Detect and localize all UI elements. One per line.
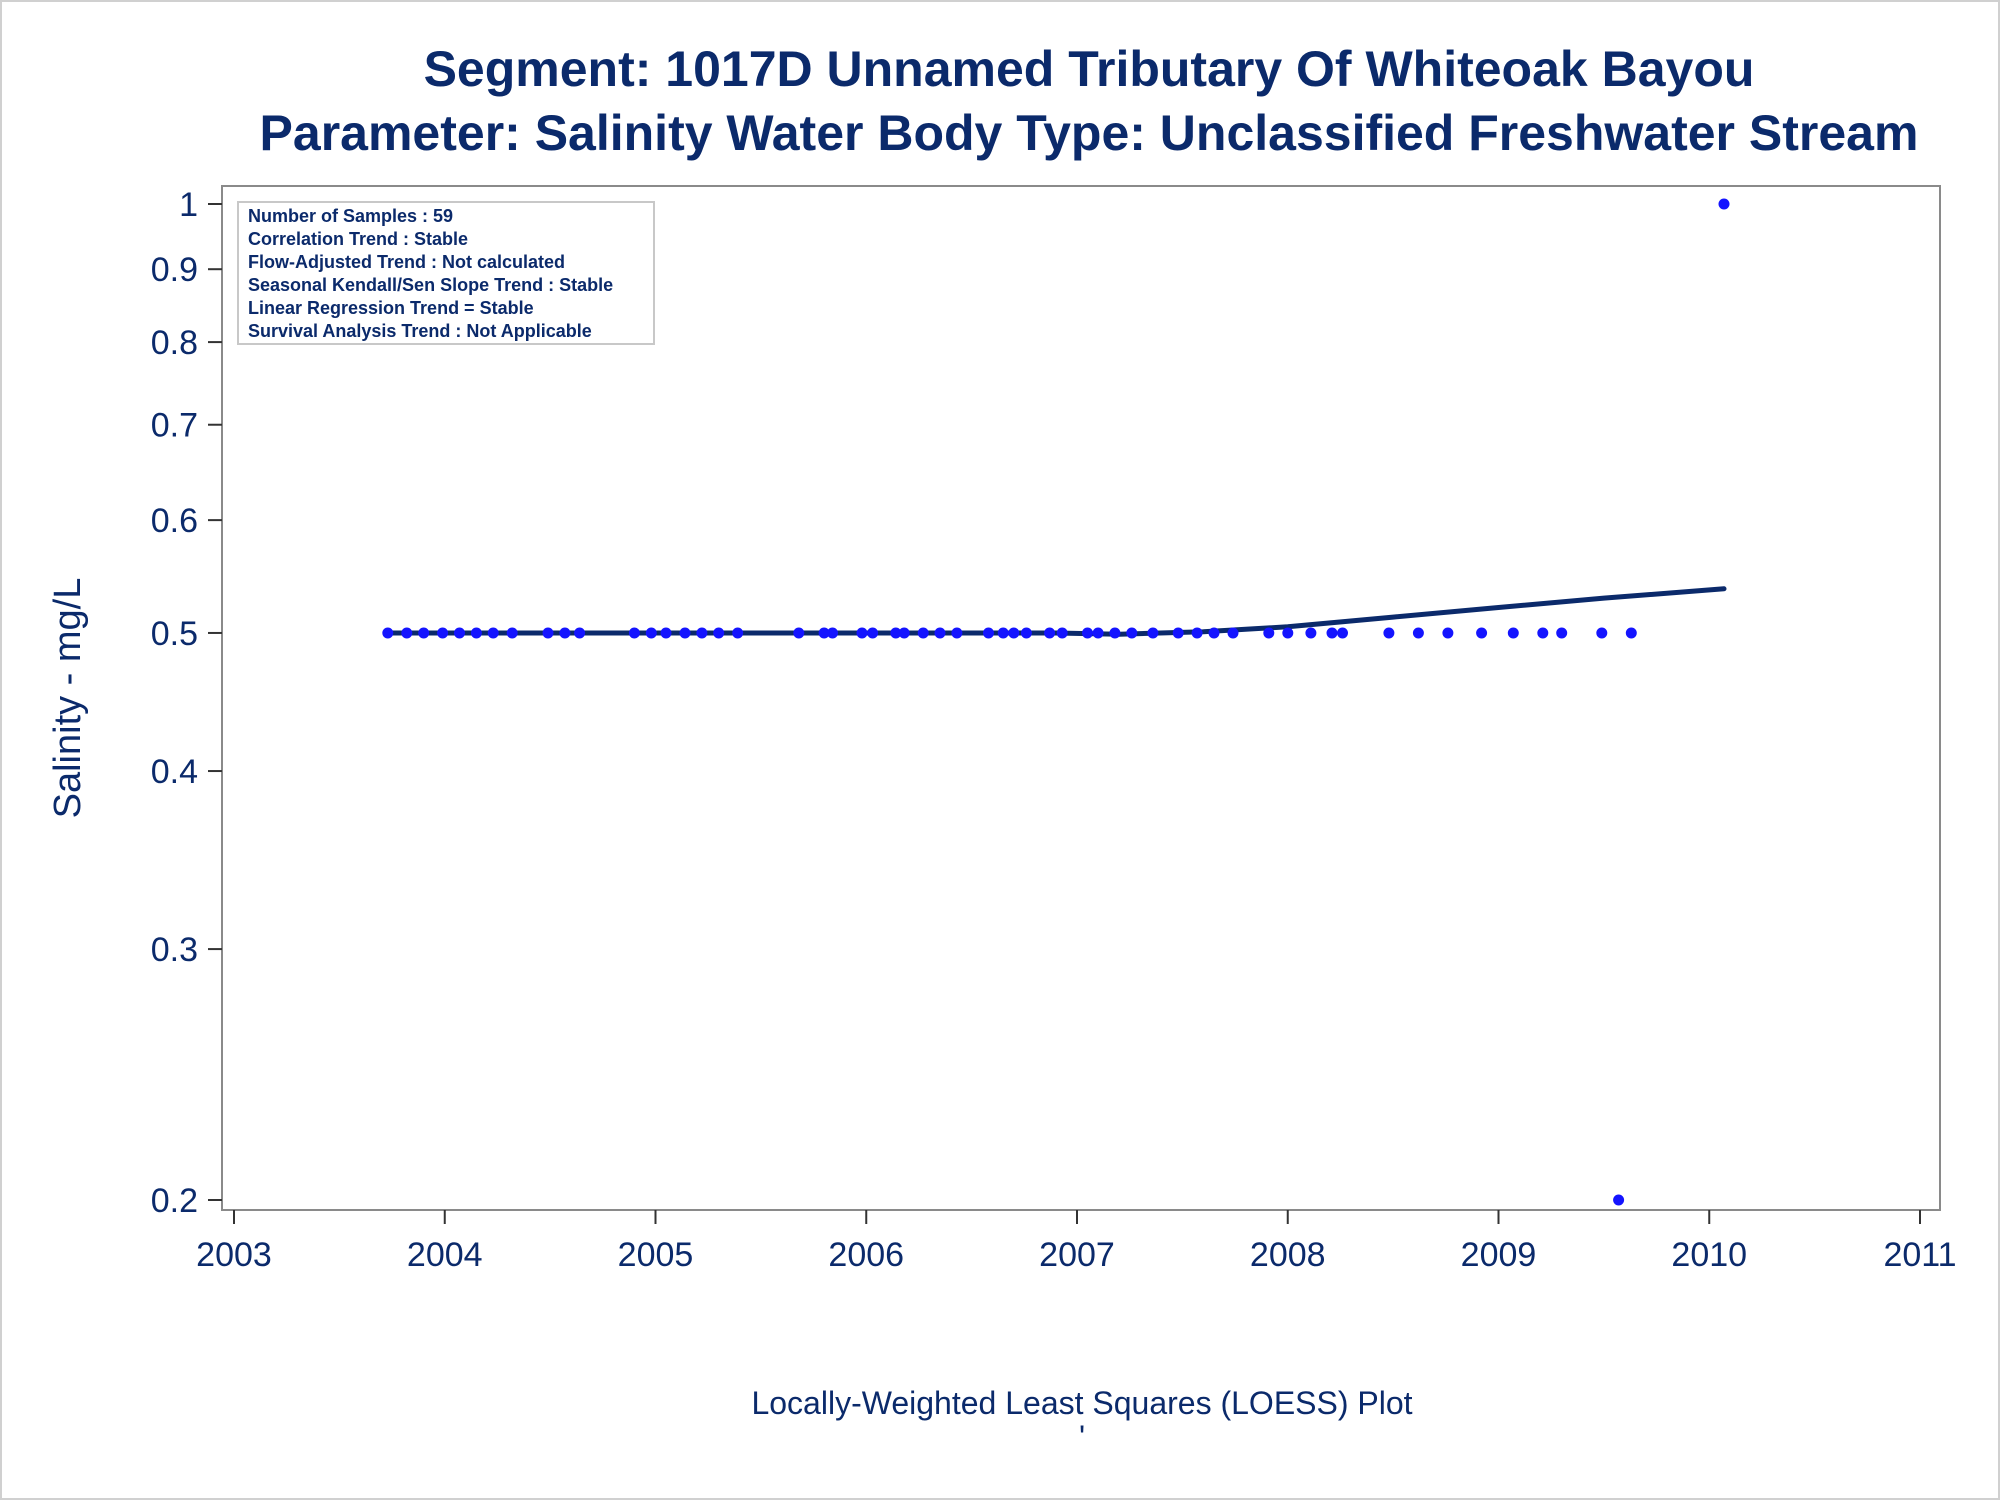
stats-line: Survival Analysis Trend : Not Applicable [248,321,592,341]
data-point [470,627,482,639]
stats-line: Number of Samples : 59 [248,206,453,226]
data-point [1056,627,1068,639]
x-tick-label: 2005 [618,1236,694,1274]
y-tick-label: 0.2 [151,1182,198,1220]
data-point [951,627,963,639]
data-point [559,627,571,639]
data-point [1596,627,1608,639]
y-tick-label: 0.7 [151,407,198,445]
data-point [1282,627,1294,639]
data-point [574,627,586,639]
x-tick-label: 2010 [1671,1236,1747,1274]
x-tick-label: 2008 [1250,1236,1326,1274]
data-point [1172,627,1184,639]
data-point [454,627,465,639]
data-point [1008,627,1020,639]
x-tick-label: 2009 [1461,1236,1537,1274]
stats-line: Correlation Trend : Stable [248,229,468,249]
y-axis-title: Salinity - mg/L [47,578,89,819]
loess-line [385,586,1727,637]
data-point [1227,627,1239,639]
footer-note: Locally-Weighted Least Squares (LOESS) P… [751,1385,1412,1421]
x-tick-label: 2011 [1883,1236,1956,1274]
data-point [867,627,879,639]
x-tick-label: 2007 [1039,1236,1115,1274]
data-point [1092,627,1104,639]
data-point [793,627,805,639]
data-point [1326,627,1338,639]
data-point [660,627,672,639]
data-point [1442,627,1454,639]
data-point [1412,627,1424,639]
data-point [732,627,744,639]
y-tick-label: 1 [179,186,198,224]
y-axis: 0.2 0.3 0.4 0.5 0.6 0.7 0.8 0.9 1 [151,186,222,1220]
y-tick-label: 0.3 [151,931,198,969]
stats-line: Flow-Adjusted Trend : Not calculated [248,252,565,272]
data-point [1044,627,1056,639]
data-point [1126,627,1138,639]
x-tick-label: 2006 [828,1236,904,1274]
data-point [1191,627,1203,639]
footer-mark: ' [1079,1419,1085,1455]
data-point [856,627,868,639]
y-tick-label: 0.9 [151,251,198,289]
x-tick-label: 2003 [196,1236,272,1274]
data-point [1337,627,1348,639]
data-point [382,627,394,639]
y-tick-label: 0.5 [151,615,198,653]
stats-line: Linear Regression Trend = Stable [248,298,534,318]
data-point [696,627,708,639]
data-point [1263,627,1275,639]
data-point [1305,627,1317,639]
data-point [1625,627,1637,639]
data-point [418,627,430,639]
plot-area [221,185,1941,1211]
data-point [506,627,518,639]
series-layer [382,198,1730,1206]
data-point [487,627,499,639]
data-point [898,627,910,639]
data-point [1383,627,1395,639]
data-point [1537,627,1549,639]
chart-title: Segment: 1017D Unnamed Tributary Of Whit… [424,41,1755,97]
y-tick-label: 0.6 [151,502,198,540]
data-point [1020,627,1032,639]
data-point [827,627,838,639]
data-point [1476,627,1488,639]
data-point [1718,198,1730,210]
y-tick-label: 0.8 [151,324,198,362]
data-point [679,627,691,639]
data-point [917,627,929,639]
stats-line: Seasonal Kendall/Sen Slope Trend : Stabl… [248,275,613,295]
data-point [818,627,830,639]
data-point [1507,627,1519,639]
data-point [1147,627,1159,639]
data-point [1613,1194,1625,1206]
data-point [934,627,946,639]
chart-subtitle: Parameter: Salinity Water Body Type: Unc… [260,105,1919,161]
data-point [437,627,449,639]
data-point [997,627,1009,639]
data-point [1208,627,1220,639]
x-axis: 2003 2004 2005 2006 2007 2008 2009 2010 2011 [196,1210,1957,1274]
y-tick-label: 0.4 [151,753,198,791]
data-point [983,627,994,639]
data-point [1109,627,1121,639]
data-point [713,627,725,639]
stats-box: Number of Samples : 59 Correlation Trend… [237,201,655,345]
data-point [628,627,640,639]
data-point [645,627,657,639]
data-point [1556,627,1568,639]
data-point [890,627,902,639]
stats-box-border [237,201,655,345]
data-point [542,627,554,639]
x-tick-label: 2004 [407,1236,483,1274]
data-point [401,627,413,639]
data-point [1082,627,1093,639]
